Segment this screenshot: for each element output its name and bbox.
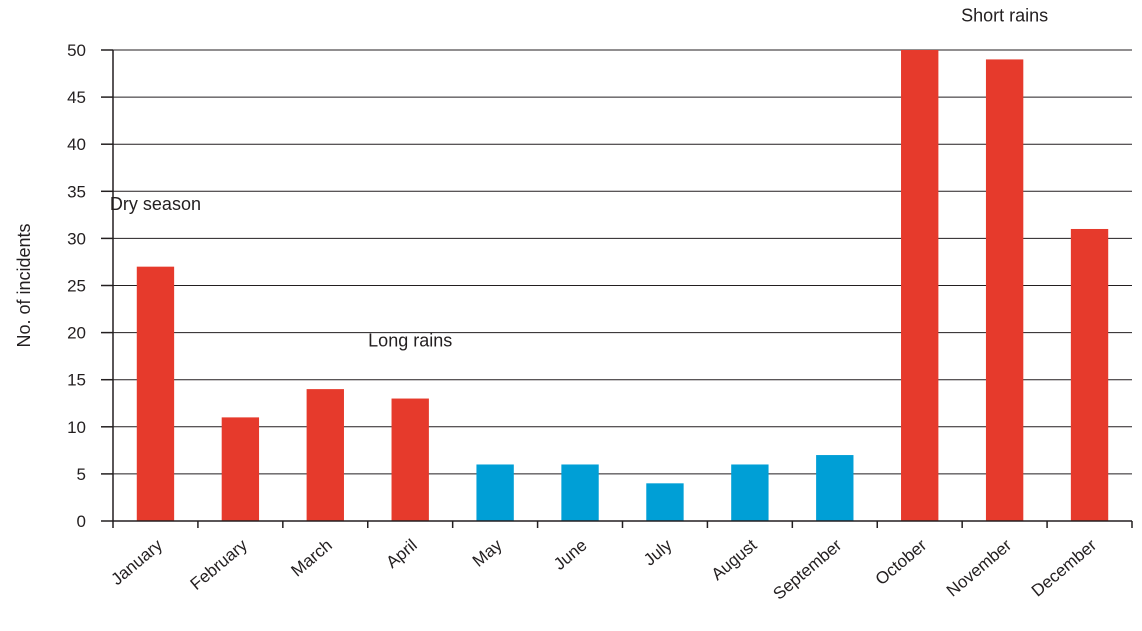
x-tick-label: September — [769, 535, 845, 603]
bar — [561, 464, 599, 521]
bar — [731, 464, 769, 521]
bar — [221, 417, 260, 521]
y-tick-label: 0 — [77, 512, 86, 531]
bar — [476, 464, 514, 521]
y-tick-label: 10 — [67, 418, 86, 437]
bar — [816, 455, 854, 521]
y-tick-label: 25 — [67, 277, 86, 296]
bar — [136, 266, 175, 521]
axes — [101, 49, 1133, 528]
annotation: Dry season — [110, 194, 201, 214]
y-tick-label: 35 — [67, 182, 86, 201]
bar — [1070, 228, 1109, 522]
x-tick-label: December — [1028, 535, 1101, 600]
y-tick-label: 20 — [67, 324, 86, 343]
y-tick-label: 40 — [67, 135, 86, 154]
x-tick-label: October — [872, 535, 931, 589]
x-tick-label: March — [287, 536, 335, 581]
y-tick-labels: 0 5 10 15 20 25 30 35 40 45 50 — [67, 41, 86, 531]
y-tick-label: 45 — [67, 88, 86, 107]
x-tick-labels: January February March April May June July Augu… — [107, 535, 1100, 603]
bar — [306, 389, 344, 521]
bars — [136, 50, 1109, 522]
x-tick-label: November — [943, 535, 1016, 600]
bar — [646, 483, 684, 521]
annotation: Long rains — [368, 331, 452, 351]
x-tick-label: August — [708, 535, 761, 584]
y-tick-label: 50 — [67, 41, 86, 60]
x-tick-label: January — [107, 535, 166, 589]
y-axis-label: No. of incidents — [14, 223, 34, 347]
annotation: Short rains — [961, 6, 1048, 26]
x-tick-label: February — [187, 535, 252, 594]
x-tick-label: April — [383, 536, 421, 572]
x-tick-label: June — [550, 536, 590, 574]
x-tick-label: July — [640, 535, 676, 569]
y-tick-label: 5 — [77, 465, 86, 484]
annotations: Dry season Long rains Short rains — [110, 6, 1048, 351]
bar — [985, 59, 1024, 522]
bar — [901, 50, 939, 521]
x-tick-label: May — [469, 535, 506, 571]
y-tick-label: 30 — [67, 229, 86, 248]
gridlines — [113, 49, 1132, 475]
bar — [391, 398, 429, 521]
y-tick-label: 15 — [67, 371, 86, 390]
